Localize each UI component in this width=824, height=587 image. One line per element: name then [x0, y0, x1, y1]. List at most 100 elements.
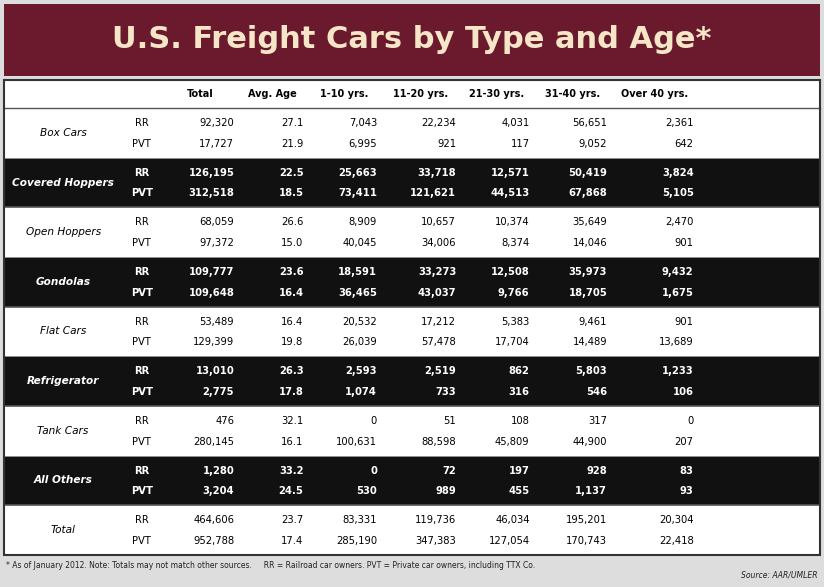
Text: 921: 921 [437, 139, 456, 149]
Bar [4, 80, 820, 108]
Text: 5,383: 5,383 [501, 316, 530, 326]
Text: 901: 901 [675, 316, 694, 326]
Text: 109,777: 109,777 [189, 267, 234, 277]
Text: 83,331: 83,331 [343, 515, 377, 525]
Text: 24.5: 24.5 [279, 487, 303, 497]
Bar [4, 80, 820, 555]
Text: 6,995: 6,995 [349, 139, 377, 149]
Text: RR: RR [134, 167, 149, 177]
Text: 44,900: 44,900 [573, 437, 607, 447]
Text: 2,519: 2,519 [424, 366, 456, 376]
Text: PVT: PVT [133, 139, 152, 149]
Text: 68,059: 68,059 [199, 217, 234, 227]
Text: 15.0: 15.0 [281, 238, 303, 248]
Text: 10,374: 10,374 [495, 217, 530, 227]
Text: 18,591: 18,591 [338, 267, 377, 277]
Bar [4, 456, 820, 505]
Text: RR: RR [135, 316, 149, 326]
Text: 127,054: 127,054 [489, 536, 530, 546]
Text: 26,039: 26,039 [342, 338, 377, 348]
Bar [4, 306, 820, 356]
Text: 862: 862 [508, 366, 530, 376]
Text: 56,651: 56,651 [572, 118, 607, 128]
Text: 17,704: 17,704 [495, 338, 530, 348]
Text: 0: 0 [687, 416, 694, 426]
Text: 117: 117 [510, 139, 530, 149]
Text: Covered Hoppers: Covered Hoppers [12, 177, 114, 187]
Text: PVT: PVT [131, 387, 153, 397]
Text: 4,031: 4,031 [501, 118, 530, 128]
Text: 7,043: 7,043 [349, 118, 377, 128]
Text: 16.4: 16.4 [281, 316, 303, 326]
Text: Avg. Age: Avg. Age [249, 89, 297, 99]
Text: 285,190: 285,190 [336, 536, 377, 546]
Text: 316: 316 [508, 387, 530, 397]
Bar [4, 356, 820, 406]
Text: 207: 207 [675, 437, 694, 447]
Text: 88,598: 88,598 [422, 437, 456, 447]
Text: 97,372: 97,372 [199, 238, 234, 248]
Bar [4, 505, 820, 555]
Bar [4, 158, 820, 207]
Text: 32.1: 32.1 [281, 416, 303, 426]
Text: 1-10 yrs.: 1-10 yrs. [320, 89, 368, 99]
Text: 20,532: 20,532 [342, 316, 377, 326]
Text: 1,233: 1,233 [662, 366, 694, 376]
Text: 50,419: 50,419 [569, 167, 607, 177]
Text: 27.1: 27.1 [281, 118, 303, 128]
Text: 57,478: 57,478 [421, 338, 456, 348]
Text: PVT: PVT [133, 536, 152, 546]
Text: 17.4: 17.4 [281, 536, 303, 546]
Text: 10,657: 10,657 [421, 217, 456, 227]
Text: 20,304: 20,304 [659, 515, 694, 525]
Text: 2,775: 2,775 [203, 387, 234, 397]
Text: 126,195: 126,195 [189, 167, 234, 177]
Text: 13,689: 13,689 [659, 338, 694, 348]
Text: 17.8: 17.8 [279, 387, 303, 397]
Text: 83: 83 [680, 465, 694, 475]
Text: 928: 928 [587, 465, 607, 475]
Text: 952,788: 952,788 [193, 536, 234, 546]
Text: 35,973: 35,973 [569, 267, 607, 277]
Text: 14,489: 14,489 [573, 338, 607, 348]
Text: 1,675: 1,675 [662, 288, 694, 298]
Text: PVT: PVT [131, 188, 153, 198]
Text: PVT: PVT [133, 338, 152, 348]
Text: Open Hoppers: Open Hoppers [26, 227, 101, 237]
Text: 33,718: 33,718 [418, 167, 456, 177]
Text: Flat Cars: Flat Cars [40, 326, 87, 336]
Text: 109,648: 109,648 [189, 288, 234, 298]
Text: 22,418: 22,418 [659, 536, 694, 546]
Text: 12,508: 12,508 [491, 267, 530, 277]
Text: 19.8: 19.8 [281, 338, 303, 348]
Text: 464,606: 464,606 [193, 515, 234, 525]
Text: 9,461: 9,461 [578, 316, 607, 326]
Text: 33.2: 33.2 [279, 465, 303, 475]
Text: 18.5: 18.5 [279, 188, 303, 198]
Text: 25,663: 25,663 [339, 167, 377, 177]
Text: PVT: PVT [133, 238, 152, 248]
Text: 2,361: 2,361 [665, 118, 694, 128]
Text: Total: Total [186, 89, 213, 99]
Text: 0: 0 [371, 416, 377, 426]
Text: RR: RR [135, 515, 149, 525]
Text: 546: 546 [586, 387, 607, 397]
Text: 93: 93 [680, 487, 694, 497]
Text: RR: RR [134, 465, 149, 475]
Text: 119,736: 119,736 [415, 515, 456, 525]
Text: 129,399: 129,399 [193, 338, 234, 348]
Text: 106: 106 [672, 387, 694, 397]
Text: 733: 733 [436, 387, 456, 397]
Text: 901: 901 [675, 238, 694, 248]
Bar [4, 406, 820, 456]
Text: 2,470: 2,470 [665, 217, 694, 227]
Text: 33,273: 33,273 [418, 267, 456, 277]
Text: 108: 108 [511, 416, 530, 426]
Text: 53,489: 53,489 [199, 316, 234, 326]
Text: 31-40 yrs.: 31-40 yrs. [545, 89, 600, 99]
Text: 12,571: 12,571 [491, 167, 530, 177]
Text: 280,145: 280,145 [193, 437, 234, 447]
Text: * As of January 2012. Note: Totals may not match other sources.     RR = Railroa: * As of January 2012. Note: Totals may n… [6, 561, 535, 569]
Text: Box Cars: Box Cars [40, 128, 87, 138]
Text: 40,045: 40,045 [343, 238, 377, 248]
